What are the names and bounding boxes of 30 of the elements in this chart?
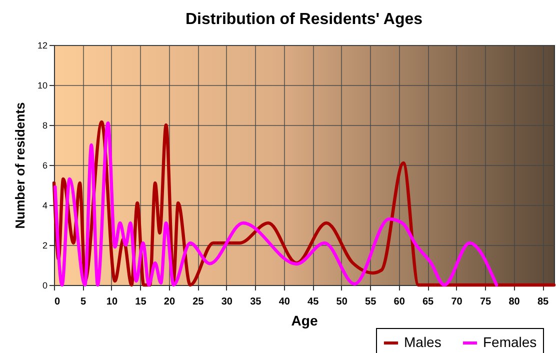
- x-tick-label: 80: [508, 296, 520, 308]
- x-tick-label: 40: [278, 296, 290, 308]
- x-axis-title: Age: [291, 312, 318, 328]
- x-tick-label: 30: [221, 296, 233, 308]
- x-tick-label: 75: [480, 296, 492, 308]
- x-tick-label: 35: [250, 296, 262, 308]
- x-tick-label: 45: [308, 296, 320, 308]
- y-tick-label: 8: [42, 120, 48, 130]
- x-tick-label: 50: [336, 296, 348, 308]
- x-tick-label: 10: [106, 296, 118, 308]
- x-tick-label: 70: [451, 296, 463, 308]
- x-tick-label: 0: [54, 296, 60, 308]
- x-tick-label: 15: [135, 296, 147, 308]
- y-tick-label: 2: [42, 240, 48, 250]
- legend-label: Females: [483, 334, 537, 350]
- x-tick-label: 20: [164, 296, 176, 308]
- x-tick-label: 85: [537, 296, 550, 308]
- x-tick-label: 25: [192, 296, 204, 308]
- y-tick-label: 4: [42, 200, 48, 210]
- x-tick-label: 60: [394, 296, 406, 308]
- y-tick-label: 10: [37, 80, 48, 90]
- x-tick-label: 5: [80, 296, 86, 308]
- y-tick-label: 12: [37, 40, 48, 50]
- chart-title: Distribution of Residents' Ages: [185, 11, 423, 28]
- x-tick-label: 55: [365, 296, 377, 308]
- y-tick-label: 0: [42, 280, 48, 290]
- y-tick-label: 6: [42, 160, 48, 170]
- y-axis-title: Number of residents: [12, 102, 28, 229]
- x-tick-label: 65: [422, 296, 434, 308]
- legend-label: Males: [404, 334, 442, 350]
